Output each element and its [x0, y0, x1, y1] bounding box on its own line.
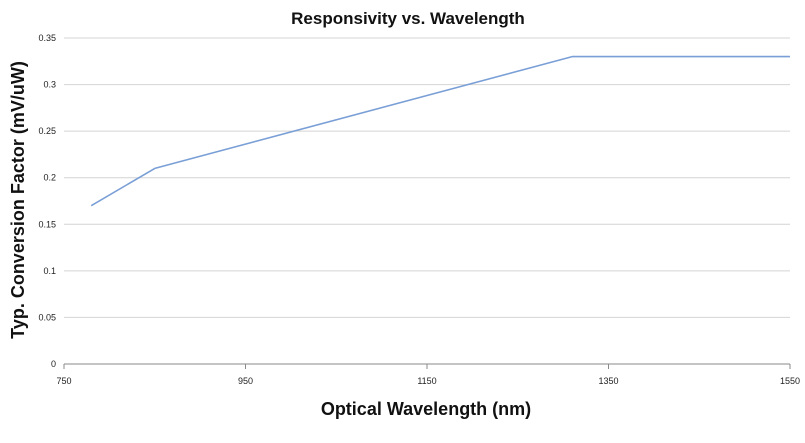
- y-tick-label: 0.1: [43, 266, 56, 276]
- y-tick-label: 0: [51, 359, 56, 369]
- y-tick-label: 0.3: [43, 80, 56, 90]
- x-tick-label: 950: [238, 376, 253, 386]
- series-line-0: [90, 55, 790, 207]
- series-lines: [90, 55, 790, 207]
- y-tick-label: 0.35: [38, 33, 56, 43]
- gridlines: [64, 37, 790, 318]
- x-tick-label: 1550: [780, 376, 800, 386]
- axes: [63, 363, 791, 369]
- chart-title: Responsivity vs. Wavelength: [291, 9, 525, 28]
- y-tick-label: 0.2: [43, 173, 56, 183]
- y-axis-label: Typ. Conversion Factor (mV/uW): [8, 61, 28, 339]
- x-tick-label: 1150: [417, 376, 436, 386]
- y-tick-labels: 0 0.05 0.1 0.15 0.2 0.25 0.3 0.35: [38, 33, 56, 369]
- y-tick-label: 0.25: [38, 126, 56, 136]
- x-axis-label: Optical Wavelength (nm): [321, 399, 531, 419]
- x-tick-label: 1350: [598, 376, 618, 386]
- x-tick-labels: 750 950 1150 1350 1550: [56, 376, 800, 386]
- y-tick-label: 0.05: [38, 312, 56, 322]
- x-tick-label: 750: [56, 376, 71, 386]
- y-tick-label: 0.15: [38, 219, 56, 229]
